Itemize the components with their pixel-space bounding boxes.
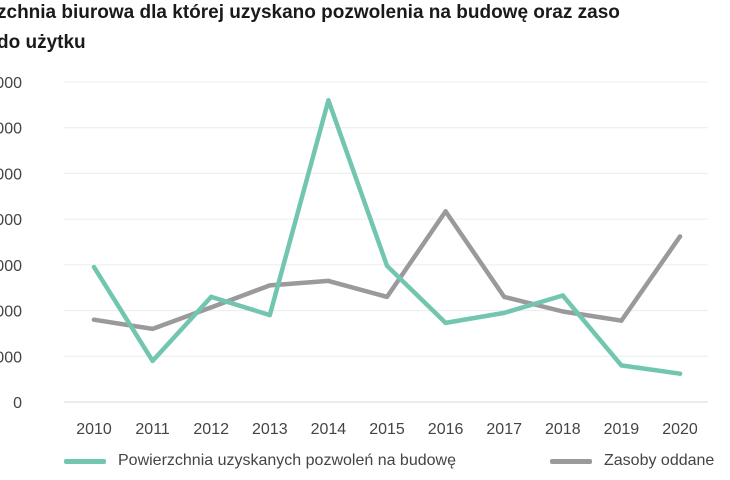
- legend-label-series-2: Zasoby oddane: [604, 452, 715, 469]
- x-tick-label: 2010: [76, 421, 112, 438]
- x-tick-label: 2016: [428, 421, 464, 438]
- x-tick-label: 2019: [604, 421, 640, 438]
- x-tick-label: 2020: [662, 421, 698, 438]
- data-point-series-1: [560, 293, 565, 298]
- data-point-series-1: [502, 310, 507, 316]
- data-point-series-2: [150, 326, 155, 332]
- x-tick-label: 2018: [545, 421, 581, 438]
- legend-swatch-series-1: [64, 458, 106, 464]
- chart-title-line-2: do użytku: [0, 32, 86, 53]
- chart-title: zchnia biurowa dla której uzyskano pozwo…: [0, 0, 730, 62]
- data-point-series-2: [502, 294, 507, 300]
- x-tick-label: 2013: [252, 421, 288, 438]
- data-point-series-2: [619, 318, 624, 323]
- data-point-series-2: [209, 305, 214, 310]
- legend: Powierzchnia uzyskanych pozwoleń na budo…: [0, 452, 730, 480]
- data-point-series-1: [443, 320, 448, 326]
- legend-label-series-1: Powierzchnia uzyskanych pozwoleń na budo…: [118, 452, 456, 469]
- line-chart: 0000000000000000000000201020112012201320…: [0, 75, 708, 438]
- data-point-series-1: [91, 264, 97, 270]
- data-point-series-2: [91, 317, 97, 322]
- data-point-series-1: [384, 263, 390, 268]
- data-point-series-2: [267, 283, 272, 288]
- legend-swatch-series-2: [550, 458, 592, 464]
- x-tick-label: 2011: [135, 421, 170, 438]
- data-point-series-2: [384, 294, 390, 300]
- x-tick-label: 2015: [369, 421, 405, 438]
- x-tick-label: 2014: [311, 421, 347, 438]
- data-point-series-1: [267, 312, 272, 318]
- data-point-series-1: [326, 98, 331, 103]
- chart-title-line-1: zchnia biurowa dla której uzyskano pozwo…: [0, 2, 620, 23]
- data-point-series-1: [619, 363, 624, 368]
- y-tick-label: 000: [0, 349, 22, 366]
- data-point-series-2: [560, 309, 565, 314]
- y-tick-label: 000: [0, 166, 22, 183]
- y-tick-label: 000: [0, 212, 22, 229]
- y-tick-label: 000: [0, 75, 22, 92]
- series-line-1: [91, 98, 683, 376]
- legend-item-series-2: Zasoby oddane: [550, 452, 714, 470]
- data-point-series-1: [209, 294, 214, 300]
- x-tick-label: 2017: [486, 421, 522, 438]
- series-line-2: [91, 209, 683, 332]
- x-tick-label: 2012: [193, 421, 229, 438]
- data-point-series-1: [150, 358, 155, 364]
- y-tick-label: 000: [0, 258, 22, 275]
- data-point-series-2: [677, 234, 683, 239]
- legend-item-series-1: Powierzchnia uzyskanych pozwoleń na budo…: [64, 452, 456, 470]
- data-point-series-2: [443, 209, 448, 214]
- data-point-series-1: [677, 371, 683, 376]
- y-tick-label: 0: [13, 395, 22, 412]
- y-tick-label: 000: [0, 304, 22, 321]
- y-tick-label: 000: [0, 121, 22, 138]
- data-point-series-2: [326, 278, 331, 284]
